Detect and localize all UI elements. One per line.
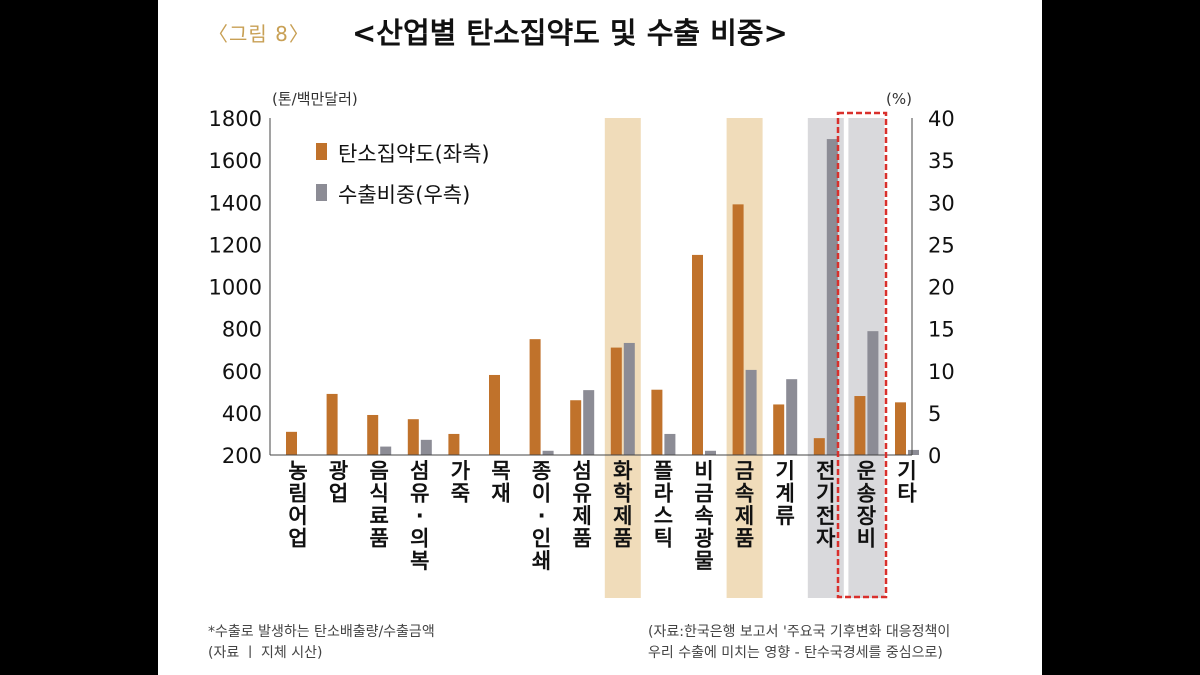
right-tick-label: 40 bbox=[928, 107, 955, 131]
left-tick-label: 1400 bbox=[209, 191, 262, 215]
bar-export-share bbox=[867, 331, 879, 455]
right-unit-label: (%) bbox=[886, 90, 912, 108]
right-tick-label: 20 bbox=[928, 276, 955, 300]
bar-export-share bbox=[664, 433, 676, 455]
bar-export-share bbox=[908, 449, 919, 455]
right-tick-label: 10 bbox=[928, 360, 955, 384]
legend-swatch-carbon bbox=[316, 143, 327, 160]
right-tick-label: 0 bbox=[928, 444, 941, 468]
legend-label-carbon: 탄소집약도(좌측) bbox=[338, 142, 490, 166]
bar-export-share bbox=[705, 450, 716, 455]
note-left-line2: (자료 ㅣ 지체 시산) bbox=[208, 645, 323, 661]
legend-swatch-export bbox=[316, 184, 327, 201]
right-tick-label: 5 bbox=[928, 402, 941, 426]
note-right-line1: (자료:한국은행 보고서 '주요국 기후변화 대응정책이 bbox=[648, 624, 951, 640]
bar-export-share bbox=[380, 446, 392, 455]
bar-carbon-intensity bbox=[529, 339, 541, 455]
bar-carbon-intensity bbox=[651, 389, 663, 455]
highlight-box-transport bbox=[836, 111, 888, 599]
left-tick-label: 1200 bbox=[209, 233, 262, 257]
bar-carbon-intensity bbox=[773, 404, 785, 455]
bar-layer bbox=[286, 139, 919, 455]
bar-export-share bbox=[623, 342, 635, 455]
source-note-left: *수출로 발생하는 탄소배출량/수출금액 (자료 ㅣ 지체 시산) bbox=[208, 622, 435, 664]
tick-layer: 200 400 600 800 1000 1200 1400 1600 1800 0 5 10 15 20… bbox=[209, 107, 955, 468]
figure-title: <산업별 탄소집약도 및 수출 비중> bbox=[352, 16, 788, 50]
left-tick-label: 1000 bbox=[209, 276, 262, 300]
bar-export-share bbox=[786, 379, 798, 455]
left-tick-label: 400 bbox=[222, 402, 262, 426]
left-tick-label: 1800 bbox=[209, 107, 262, 131]
left-tick-label: 800 bbox=[222, 318, 262, 342]
bar-carbon-intensity bbox=[895, 402, 906, 455]
left-tick-label: 200 bbox=[222, 444, 262, 468]
category-label: 종 이 · 인 쇄 bbox=[532, 459, 551, 573]
source-note-right: (자료:한국은행 보고서 '주요국 기후변화 대응정책이 우리 수출에 미치는 … bbox=[648, 622, 950, 664]
figure-panel bbox=[158, 0, 1042, 675]
bar-carbon-intensity bbox=[732, 204, 744, 455]
legend: 탄소집약도(좌측) 수출비중(우측) bbox=[316, 142, 490, 207]
bar-export-share bbox=[542, 450, 554, 455]
bar-carbon-intensity bbox=[367, 414, 379, 455]
note-right-line2: 우리 수출에 미치는 영향 - 탄수국경세를 중심으로) bbox=[648, 645, 943, 661]
bar-carbon-intensity bbox=[570, 400, 582, 455]
left-unit-label: (톤/백만달러) bbox=[272, 90, 358, 108]
left-tick-label: 600 bbox=[222, 360, 262, 384]
bar-carbon-intensity bbox=[489, 374, 500, 455]
bar-carbon-intensity bbox=[286, 431, 297, 455]
note-left-line1: *수출로 발생하는 탄소배출량/수출금액 bbox=[208, 624, 435, 640]
bar-carbon-intensity bbox=[448, 433, 460, 455]
bar-export-share bbox=[420, 439, 432, 455]
bar-carbon-intensity bbox=[854, 396, 866, 455]
legend-label-export: 수출비중(우측) bbox=[338, 183, 470, 207]
bar-carbon-intensity bbox=[326, 393, 338, 455]
bar-export-share bbox=[583, 390, 595, 455]
right-tick-label: 30 bbox=[928, 191, 955, 215]
bar-carbon-intensity bbox=[692, 254, 703, 455]
bar-carbon-intensity bbox=[407, 419, 419, 455]
category-label: 섬 유 · 의 복 bbox=[410, 459, 429, 573]
right-tick-label: 35 bbox=[928, 149, 955, 173]
bar-carbon-intensity bbox=[813, 438, 825, 455]
bar-carbon-intensity bbox=[610, 347, 622, 455]
right-tick-label: 25 bbox=[928, 233, 955, 257]
figure-label: 〈그림 8〉 bbox=[208, 22, 310, 46]
category-label-layer: 농 림 어 업 광 업 음 식 료 품 섬 유 · 의 복 가 죽 목 재 종 이 · 인 쇄 섬 유 제 품 화 학 제 품 플 라 스 틱 비 금 속 광… bbox=[288, 459, 917, 573]
left-tick-label: 1600 bbox=[209, 149, 262, 173]
bar-export-share bbox=[745, 369, 757, 455]
bar-export-share bbox=[826, 139, 838, 455]
right-tick-label: 15 bbox=[928, 318, 955, 342]
